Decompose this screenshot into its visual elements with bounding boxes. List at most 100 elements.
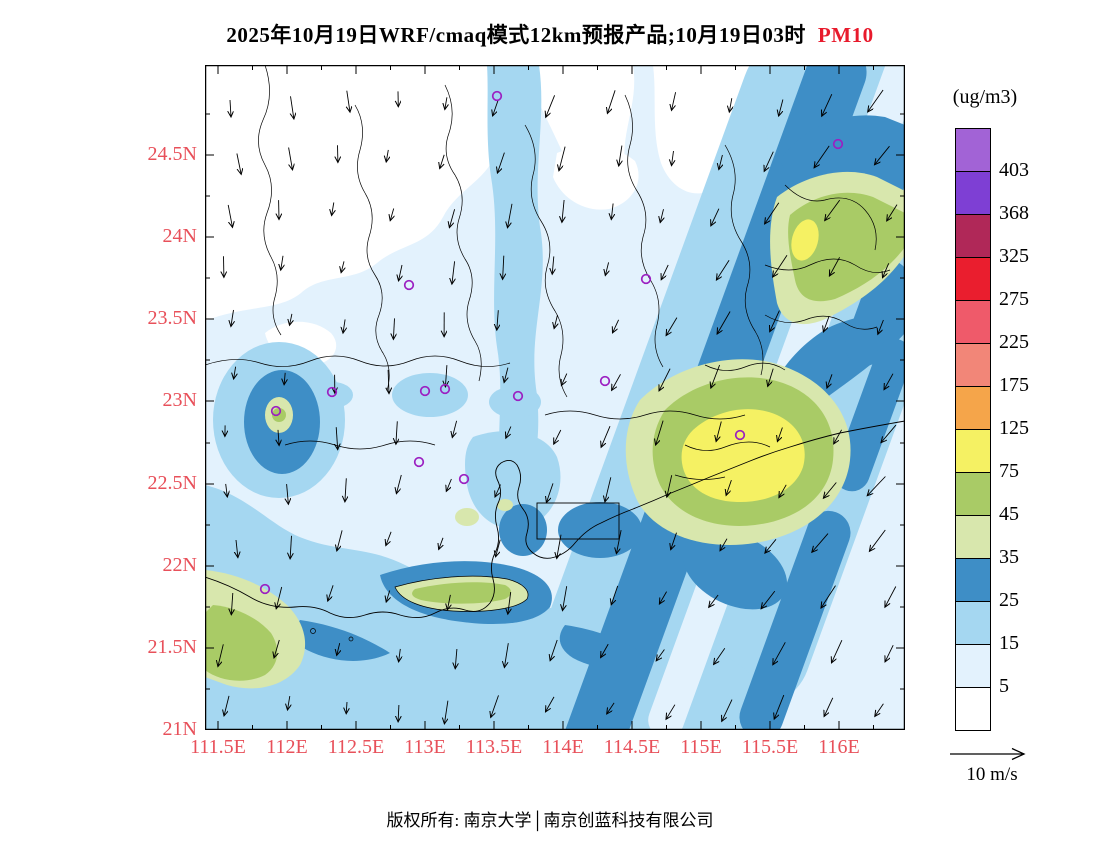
wind-vector <box>396 474 402 494</box>
wind-vector <box>552 256 554 274</box>
colorbar-label-5: 5 <box>999 675 1009 697</box>
wind-vector <box>386 590 390 603</box>
wind-vector <box>822 94 833 116</box>
wind-vector <box>386 149 388 162</box>
wind-vector <box>827 374 833 388</box>
wind-vector <box>768 368 774 387</box>
colorbar-label-325: 325 <box>999 245 1029 267</box>
inset-box <box>536 502 620 540</box>
wind-vector <box>550 639 558 661</box>
wind-vector <box>887 204 898 221</box>
wind-vector <box>562 199 564 222</box>
wind-vector <box>720 538 728 551</box>
wind-vector <box>777 427 783 442</box>
station-marker-10 <box>734 429 746 441</box>
lon-label-114E: 114E <box>542 736 584 758</box>
wind-vector <box>274 639 280 658</box>
wind-vector <box>561 373 568 386</box>
wind-vector <box>878 319 884 334</box>
wind-vector <box>605 477 612 502</box>
wind-vector <box>611 203 613 220</box>
contour-region <box>497 499 513 511</box>
wind-vector <box>881 424 897 443</box>
wind-vector <box>601 643 609 658</box>
wind-vector <box>867 476 886 496</box>
colorbar-cell-13 <box>955 128 991 172</box>
station-marker-4 <box>270 405 282 417</box>
wind-vector <box>439 537 443 550</box>
wind-vector <box>276 586 283 609</box>
station-marker-6 <box>419 385 431 397</box>
wind-vector <box>834 429 842 444</box>
wind-vector <box>825 199 841 221</box>
lon-label-112E: 112E <box>266 736 308 758</box>
wind-vector <box>284 372 285 385</box>
contour-region <box>455 508 479 526</box>
contour-region <box>788 192 905 302</box>
wind-vector <box>885 586 897 608</box>
colorbar-label-225: 225 <box>999 331 1029 353</box>
wind-vector <box>832 640 843 663</box>
wind-vector <box>656 420 664 445</box>
wind-vector <box>823 482 837 499</box>
wind-vector <box>393 318 394 339</box>
lat-label-24.5N: 24.5N <box>147 143 197 165</box>
colorbar-cell-9 <box>955 300 991 344</box>
lat-label-22N: 22N <box>162 554 197 576</box>
colorbar-label-275: 275 <box>999 288 1029 310</box>
wind-vector <box>231 309 234 327</box>
lon-label-116E: 116E <box>818 736 860 758</box>
wind-vector <box>885 645 894 662</box>
wind-vector <box>779 484 787 498</box>
wind-vector <box>497 310 499 330</box>
coastline-and-borders <box>205 65 905 642</box>
wind-vector <box>616 530 622 554</box>
wind-vector <box>554 314 557 329</box>
wind-vector <box>729 98 732 112</box>
wind-vector <box>607 702 615 714</box>
wind-vector <box>506 426 512 439</box>
contour-region <box>313 382 353 408</box>
wind-vector <box>449 209 456 227</box>
wind-vector <box>761 590 776 609</box>
wind-vector <box>336 427 338 449</box>
wind-vector <box>601 426 611 447</box>
wind-vector <box>495 484 501 498</box>
wind-vector <box>328 585 334 601</box>
wind-vector <box>869 529 886 551</box>
wind-vector <box>711 364 721 388</box>
wind-vector <box>496 539 501 557</box>
wind-vector <box>343 319 345 333</box>
wind-vector <box>337 642 340 655</box>
wind-vector <box>722 699 733 722</box>
wind-scale-label: 10 m/s <box>966 764 1018 785</box>
colorbar-cell-0 <box>955 687 991 731</box>
wind-vector <box>821 585 836 608</box>
station-marker-2 <box>403 279 415 291</box>
wind-vector <box>660 209 663 222</box>
wind-vector <box>773 642 786 665</box>
wind-vector <box>659 591 667 604</box>
colorbar-cell-8 <box>955 343 991 387</box>
wind-vector <box>452 261 455 284</box>
wind-vector <box>672 92 677 110</box>
wind-vector <box>883 263 890 277</box>
wind-vector <box>824 697 834 717</box>
lon-label-111.5E: 111.5E <box>190 736 246 758</box>
wind-vector <box>672 150 674 166</box>
colorbar-cell-5 <box>955 472 991 516</box>
wind-vector <box>613 319 620 333</box>
wind-vector <box>875 145 890 165</box>
lon-label-115.5E: 115.5E <box>741 736 799 758</box>
wind-vector <box>717 311 731 335</box>
copyright-footer: 版权所有: 南京大学│南京创蓝科技有限公司 <box>386 811 714 830</box>
lon-label-113E: 113E <box>404 736 446 758</box>
wind-vector <box>765 539 777 553</box>
colorbar-cell-4 <box>955 515 991 559</box>
contour-region <box>683 530 787 610</box>
colorbar-cell-11 <box>955 214 991 258</box>
station-marker-8 <box>512 390 524 402</box>
wind-vector <box>504 367 508 383</box>
wind-vector <box>764 151 774 172</box>
